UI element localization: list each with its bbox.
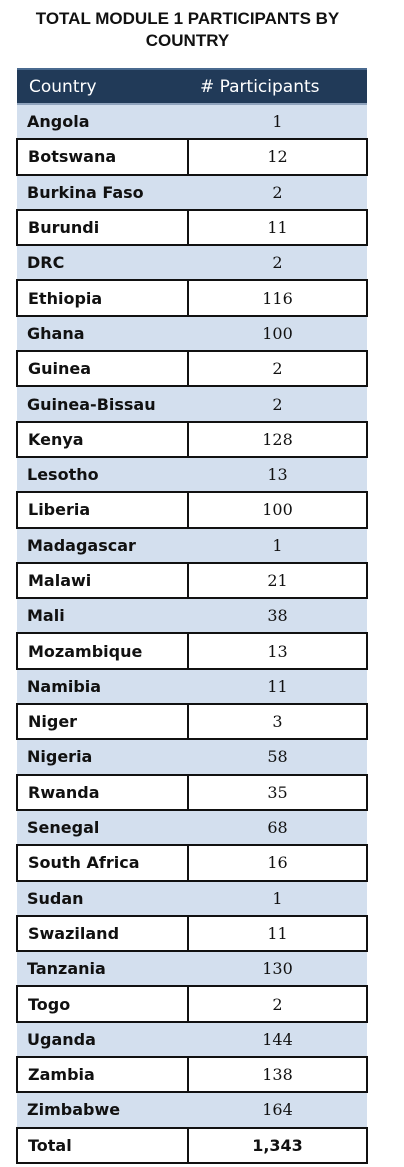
country-cell: Senegal (17, 809, 188, 846)
participants-cell: 58 (188, 739, 367, 775)
column-header-participants: # Participants (188, 68, 367, 105)
table-row: Burkina Faso 2 (17, 174, 367, 210)
table-header-row: Country # Participants (17, 68, 367, 105)
country-cell: Rwanda (16, 773, 189, 811)
table-row: Lesotho 13 (17, 456, 367, 493)
country-cell: Ethiopia (16, 279, 189, 317)
participants-cell: 13 (187, 632, 368, 670)
participants-cell: 1 (188, 880, 367, 916)
participants-cell: 16 (187, 844, 368, 882)
table-row: Botswana 12 (16, 138, 368, 176)
table-row: Sudan 1 (17, 880, 367, 916)
participants-cell: 2 (187, 985, 368, 1023)
participants-cell: 2 (188, 245, 367, 281)
participants-cell: 128 (187, 420, 368, 458)
table-row: Senegal 68 (17, 809, 367, 846)
participants-table-container: Country # Participants Angola 1 Botswana 12… (16, 68, 368, 1164)
participants-cell: 21 (187, 561, 368, 600)
participants-cell: 1 (188, 104, 367, 140)
participants-cell: 11 (187, 914, 368, 953)
total-value: 1,343 (187, 1126, 368, 1164)
table-row: Ethiopia 116 (16, 279, 368, 317)
table-row: Guinea 2 (16, 350, 368, 388)
total-label: Total (16, 1126, 189, 1164)
country-cell: South Africa (16, 844, 189, 882)
participants-cell: 2 (188, 174, 367, 210)
table-row: Rwanda 35 (16, 773, 368, 811)
table-row: Malawi 21 (16, 561, 368, 600)
participants-cell: 116 (187, 279, 368, 317)
participants-cell: 11 (187, 208, 368, 247)
table-row: Togo 2 (16, 985, 368, 1023)
country-cell: Botswana (16, 138, 189, 176)
participants-cell: 164 (188, 1092, 367, 1128)
table-row: Niger 3 (16, 703, 368, 741)
country-cell: Malawi (16, 561, 189, 600)
table-row: Guinea-Bissau 2 (17, 386, 367, 422)
table-row: Zimbabwe 164 (17, 1092, 367, 1128)
country-cell: Lesotho (17, 456, 188, 493)
country-cell: Zambia (16, 1056, 189, 1094)
country-cell: Niger (16, 703, 189, 741)
country-cell: Guinea (16, 350, 189, 388)
country-cell: Sudan (17, 880, 188, 916)
participants-cell: 144 (188, 1021, 367, 1058)
table-row: Ghana 100 (17, 315, 367, 352)
country-cell: Guinea-Bissau (17, 386, 188, 422)
participants-table: Country # Participants Angola 1 Botswana 12… (16, 68, 368, 1164)
total-row: Total 1,343 (16, 1126, 368, 1164)
country-cell: Burundi (16, 208, 189, 247)
participants-cell: 2 (187, 350, 368, 388)
table-row: Kenya 128 (16, 420, 368, 458)
country-cell: Ghana (17, 315, 188, 352)
table-body: Angola 1 Botswana 12 Burkina Faso 2 Burundi 11 D… (16, 104, 368, 1128)
participants-cell: 13 (188, 456, 367, 493)
country-cell: Uganda (17, 1021, 188, 1058)
table-row: South Africa 16 (16, 844, 368, 882)
country-cell: Tanzania (17, 951, 188, 987)
participants-cell: 2 (188, 386, 367, 422)
country-cell: Mali (17, 598, 188, 634)
country-cell: Burkina Faso (17, 174, 188, 210)
country-cell: Swaziland (16, 914, 189, 953)
table-row: Liberia 100 (16, 491, 368, 529)
table-row: Mozambique 13 (16, 632, 368, 670)
table-row: Nigeria 58 (17, 739, 367, 775)
participants-cell: 100 (187, 491, 368, 529)
table-title: TOTAL MODULE 1 PARTICIPANTS BY COUNTRY (35, 9, 340, 50)
table-row: Namibia 11 (17, 668, 367, 705)
country-cell: DRC (17, 245, 188, 281)
column-header-country: Country (17, 68, 188, 105)
participants-cell: 12 (187, 138, 368, 176)
participants-cell: 100 (188, 315, 367, 352)
table-row: Angola 1 (17, 104, 367, 140)
table-row: Madagascar 1 (17, 527, 367, 563)
table-row: Swaziland 11 (16, 914, 368, 953)
participants-cell: 3 (187, 703, 368, 741)
country-cell: Madagascar (17, 527, 188, 563)
table-row: Zambia 138 (16, 1056, 368, 1094)
participants-cell: 35 (187, 773, 368, 811)
table-row: Uganda 144 (17, 1021, 367, 1058)
participants-cell: 1 (188, 527, 367, 563)
participants-cell: 11 (188, 668, 367, 705)
participants-cell: 38 (188, 598, 367, 634)
participants-cell: 138 (187, 1056, 368, 1094)
country-cell: Zimbabwe (17, 1092, 188, 1128)
table-row: Mali 38 (17, 598, 367, 634)
participants-cell: 130 (188, 951, 367, 987)
table-row: Tanzania 130 (17, 951, 367, 987)
country-cell: Angola (17, 104, 188, 140)
table-row: Burundi 11 (16, 208, 368, 247)
country-cell: Nigeria (17, 739, 188, 775)
country-cell: Mozambique (16, 632, 189, 670)
country-cell: Togo (16, 985, 189, 1023)
country-cell: Kenya (16, 420, 189, 458)
participants-cell: 68 (188, 809, 367, 846)
country-cell: Liberia (16, 491, 189, 529)
country-cell: Namibia (17, 668, 188, 705)
table-row: DRC 2 (17, 245, 367, 281)
